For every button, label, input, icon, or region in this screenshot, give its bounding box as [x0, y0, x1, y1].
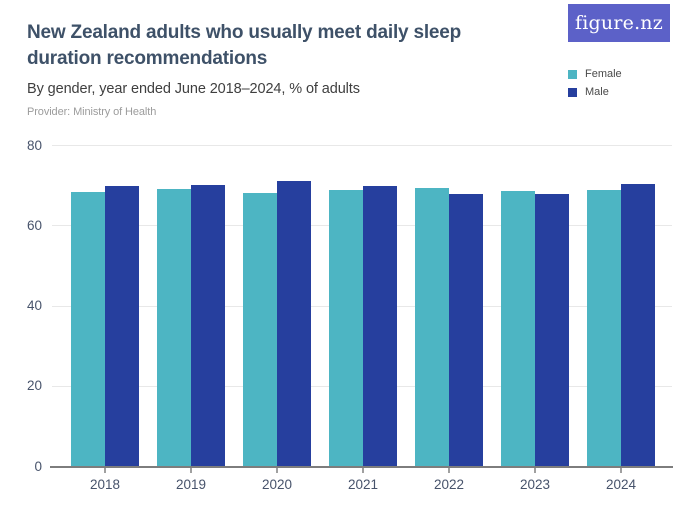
page-title: New Zealand adults who usually meet dail… — [27, 22, 462, 69]
x-tick-2020 — [276, 468, 278, 473]
bar-male-2021[interactable] — [363, 186, 397, 467]
bar-female-2023[interactable] — [501, 190, 535, 467]
bar-female-2024[interactable] — [587, 189, 621, 467]
y-axis-label-40: 40 — [26, 298, 42, 313]
y-axis-label-80: 80 — [26, 137, 42, 153]
x-tick-2023 — [534, 468, 536, 473]
legend-swatch-female — [568, 69, 577, 79]
gridline-80 — [52, 145, 672, 146]
y-axis-label-20: 20 — [26, 378, 42, 394]
x-axis-label-2019: 2019 — [175, 476, 207, 492]
x-axis-label-2020: 2020 — [261, 476, 293, 492]
chart-provider: Provider: Ministry of Health — [27, 106, 157, 118]
legend-item-male: Male — [568, 86, 622, 98]
y-axis-label-0: 0 — [34, 458, 42, 474]
bar-female-2019[interactable] — [157, 189, 191, 467]
bar-male-2022[interactable] — [449, 194, 483, 467]
x-axis-label-2023: 2023 — [519, 476, 551, 492]
x-axis-line — [50, 465, 673, 468]
bar-male-2020[interactable] — [277, 181, 311, 467]
bar-male-2024[interactable] — [621, 184, 655, 467]
x-axis-label-2024: 2024 — [605, 476, 637, 492]
legend-label-female: Female — [585, 68, 622, 80]
figurenz-logo[interactable]: figure.nz — [568, 4, 670, 42]
x-tick-2019 — [190, 468, 192, 473]
legend-swatch-male — [568, 87, 577, 97]
figurenz-logo-text: figure.nz — [575, 12, 663, 34]
x-axis-label-2022: 2022 — [433, 476, 465, 492]
bar-female-2018[interactable] — [71, 192, 105, 467]
bar-male-2019[interactable] — [191, 185, 225, 467]
bar-female-2022[interactable] — [415, 188, 449, 467]
y-axis-label-60: 60 — [26, 217, 42, 233]
bar-male-2018[interactable] — [105, 185, 139, 467]
x-tick-2022 — [448, 468, 450, 473]
legend-label-male: Male — [585, 86, 609, 98]
x-tick-2024 — [620, 468, 622, 473]
bar-female-2020[interactable] — [243, 193, 277, 467]
x-tick-2021 — [362, 468, 364, 473]
chart-subtitle: By gender, year ended June 2018–2024, % … — [27, 81, 360, 97]
x-axis-label-2021: 2021 — [347, 476, 379, 492]
bar-female-2021[interactable] — [329, 190, 363, 467]
x-tick-2018 — [104, 468, 106, 473]
x-axis-label-2018: 2018 — [89, 476, 121, 492]
chart-legend: Female Male — [568, 68, 622, 104]
legend-item-female: Female — [568, 68, 622, 80]
bar-male-2023[interactable] — [535, 194, 569, 467]
